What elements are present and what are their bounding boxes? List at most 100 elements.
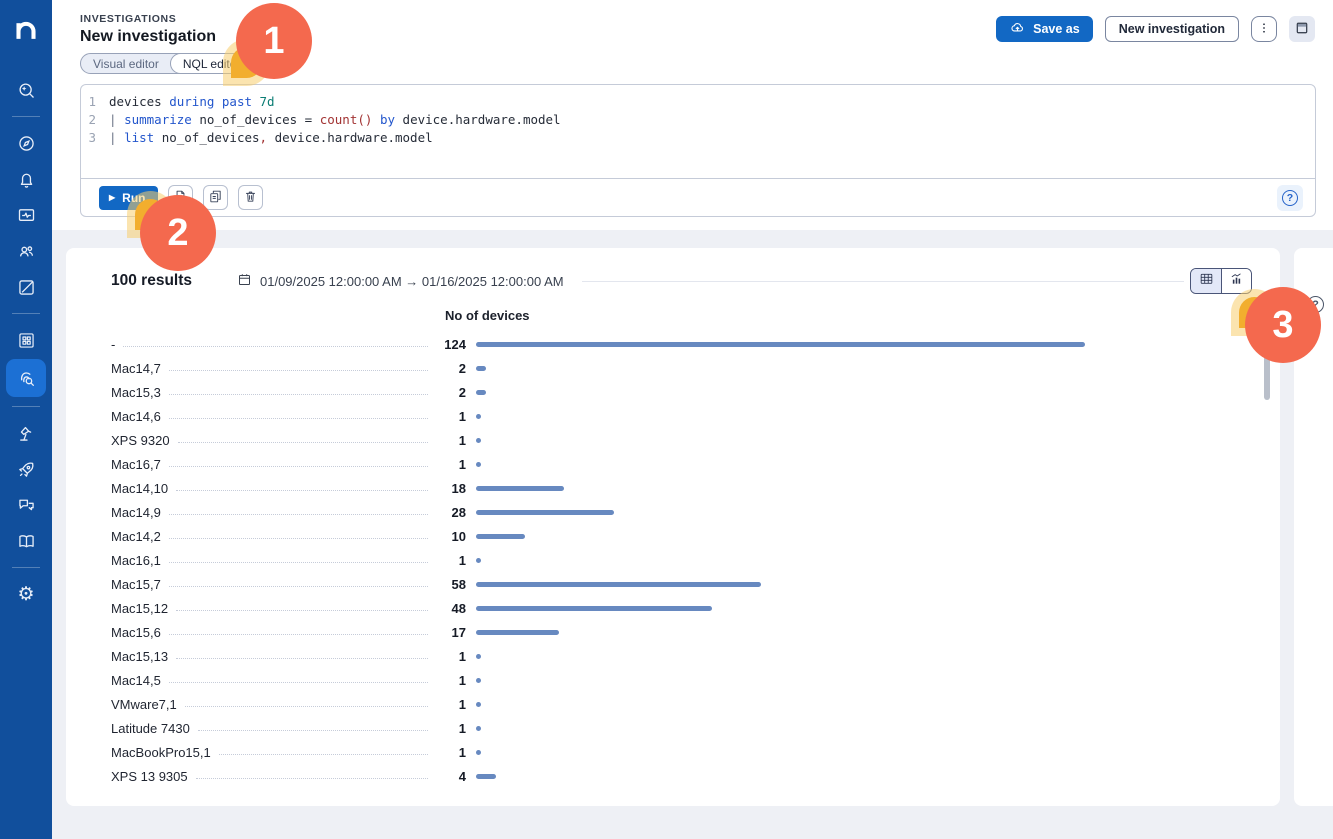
chart-rows: -124 Mac14,7 2 Mac15,3 2 Mac14,6 1 XPS 9320 1 Mac…: [111, 332, 1252, 788]
lamp-icon[interactable]: [6, 416, 46, 450]
bar: [476, 509, 614, 515]
value-label: 2: [458, 360, 466, 376]
chart-row: Latitude 7430 1: [111, 716, 1252, 740]
copy-icon: [208, 189, 223, 207]
category-label: Mac16,1: [111, 552, 161, 568]
bar: [476, 533, 525, 539]
results-bar-chart: No of devices -124 Mac14,7 2 Mac15,3 2 Mac14,…: [111, 308, 1252, 788]
bar: [476, 629, 559, 635]
category-label: XPS 9320: [111, 432, 170, 448]
category-label: Mac14,2: [111, 528, 161, 544]
chart-row: Mac14,2 10: [111, 524, 1252, 548]
book-icon[interactable]: [6, 524, 46, 558]
compass-icon[interactable]: [6, 126, 46, 160]
history-search-icon[interactable]: [6, 73, 46, 107]
delete-button[interactable]: [238, 185, 264, 210]
chart-row: Mac14,6 1: [111, 404, 1252, 428]
edit-square-icon[interactable]: [6, 270, 46, 304]
leader-line: [123, 345, 428, 347]
play-icon: ▶: [109, 192, 116, 202]
save-as-button[interactable]: Save as: [996, 16, 1093, 42]
code-lines: 1 devices during past 7d 2 | summarize no_o…: [81, 93, 1315, 147]
nql-code-editor[interactable]: 1 devices during past 7d 2 | summarize no_o…: [81, 85, 1315, 178]
chart-row: Mac15,3 2: [111, 380, 1252, 404]
more-options-button[interactable]: [1251, 16, 1277, 42]
chart-scrollbar[interactable]: [1264, 330, 1270, 400]
copy-button[interactable]: [203, 185, 229, 210]
chart-row: Mac16,1 1: [111, 548, 1252, 572]
chart-row: Mac15,6 17: [111, 620, 1252, 644]
trash-icon: [243, 189, 258, 207]
chart-row: Mac14,10 18: [111, 476, 1252, 500]
leader-line: [168, 585, 428, 587]
chat-icon[interactable]: [6, 488, 46, 522]
grid-icon[interactable]: [6, 323, 46, 357]
annotation-badge-3: 3: [1245, 287, 1321, 363]
results-count: 100 results: [111, 272, 192, 289]
team-icon[interactable]: [6, 234, 46, 268]
header-divider-line: [581, 280, 1184, 282]
table-view-button[interactable]: [1191, 269, 1221, 293]
chart-row: VMware7,1 1: [111, 692, 1252, 716]
value-label: 1: [458, 720, 466, 736]
investigations-icon[interactable]: [6, 359, 46, 397]
value-label: 4: [458, 768, 466, 784]
value-label: 1: [458, 648, 466, 664]
category-label: Mac15,6: [111, 624, 161, 640]
toggle-panel-button[interactable]: [1289, 16, 1315, 42]
bar: [476, 341, 1085, 347]
value-label: 48: [451, 600, 466, 616]
annotation-badge-2: 2: [140, 195, 216, 271]
chart-row: Mac15,12 48: [111, 596, 1252, 620]
leader-line: [168, 393, 428, 395]
leader-line: [168, 681, 428, 683]
new-investigation-button[interactable]: New investigation: [1104, 16, 1239, 42]
bar: [476, 581, 761, 587]
bar: [476, 605, 712, 611]
category-label: Mac14,6: [111, 408, 161, 424]
value-label: 58: [451, 576, 466, 592]
bar: [476, 725, 481, 731]
gear-icon[interactable]: ⚙: [17, 583, 35, 605]
value-label: 1: [458, 696, 466, 712]
category-label: Mac14,7: [111, 360, 161, 376]
query-help-button[interactable]: ?: [1277, 184, 1303, 211]
tab-visual-editor[interactable]: Visual editor: [93, 56, 159, 71]
date-range: 01/09/2025 12:00:00 AM → 01/16/2025 12:0…: [237, 272, 564, 290]
nexthink-logo[interactable]: [12, 10, 40, 50]
results-header: 100 results 01/09/2025 12:00:00 AM → 01/…: [111, 268, 1252, 294]
view-toggle: [1190, 268, 1252, 294]
chart-row: MacBookPro15,1 1: [111, 740, 1252, 764]
leader-line: [184, 705, 428, 707]
bar: [476, 413, 481, 419]
bar: [476, 773, 496, 779]
line-number: 1: [88, 94, 96, 109]
editor-toolbar: ▶ Run: [81, 178, 1315, 216]
bar: [476, 677, 481, 683]
table-icon: [1198, 271, 1215, 292]
chart-view-button[interactable]: [1221, 269, 1251, 293]
category-label: Mac16,7: [111, 456, 161, 472]
chart-row: Mac14,7 2: [111, 356, 1252, 380]
monitor-pulse-icon[interactable]: [6, 198, 46, 232]
code-line: 3 | list no_of_devices, device.hardware.m…: [81, 129, 1315, 147]
category-label: Mac14,9: [111, 504, 161, 520]
category-label: -: [111, 336, 116, 352]
bell-icon[interactable]: [6, 162, 46, 196]
category-label: Mac15,13: [111, 648, 169, 664]
leader-line: [168, 417, 428, 419]
value-label: 1: [458, 552, 466, 568]
leader-line: [168, 369, 428, 371]
rocket-icon[interactable]: [6, 452, 46, 486]
leader-line: [168, 561, 428, 563]
sidebar-divider: [12, 116, 40, 117]
nql-query-panel: 1 devices during past 7d 2 | summarize no_o…: [80, 84, 1316, 217]
category-label: VMware7,1: [111, 696, 177, 712]
cloud-upload-icon: [1009, 20, 1026, 38]
breadcrumb: INVESTIGATIONS: [80, 13, 177, 25]
editor-mode-tabs: Visual editor NQL editor: [80, 53, 254, 74]
chart-row: Mac14,5 1: [111, 668, 1252, 692]
value-label: 1: [458, 672, 466, 688]
calendar-icon: [237, 272, 252, 290]
